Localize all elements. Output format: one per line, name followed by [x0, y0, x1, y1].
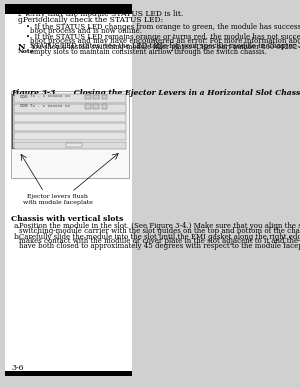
FancyBboxPatch shape: [85, 95, 91, 99]
Text: Periodically check the STATUS LED:: Periodically check the STATUS LED:: [23, 16, 164, 24]
Text: STATUS LED states, see the LED table for your specific module in Chapter 2.: STATUS LED states, see the LED table for…: [30, 42, 300, 50]
Text: makes contact with the module or cover plate in the slot adjacent to it and the : makes contact with the module or cover p…: [19, 237, 300, 246]
Text: Verify that the module STATUS LED is lit.: Verify that the module STATUS LED is lit…: [23, 10, 184, 18]
Text: Figure 3-3       Closing the Ejector Levers in a Horizontal Slot Chassis: Figure 3-3 Closing the Ejector Levers in…: [11, 89, 300, 97]
Text: have both closed to approximately 45 degrees with respect to the module faceplat: have both closed to approximately 45 deg…: [19, 242, 300, 250]
Text: g.: g.: [18, 16, 25, 24]
FancyBboxPatch shape: [5, 4, 132, 14]
FancyBboxPatch shape: [14, 142, 127, 149]
Text: •  If the STATUS LED remains orange or turns red, the module has not successfull: • If the STATUS LED remains orange or tu…: [26, 33, 300, 41]
Text: Chassis with vertical slots: Chassis with vertical slots: [11, 215, 123, 223]
FancyBboxPatch shape: [14, 104, 127, 113]
FancyBboxPatch shape: [102, 104, 107, 109]
Text: f.: f.: [18, 10, 23, 18]
FancyBboxPatch shape: [102, 95, 107, 99]
FancyBboxPatch shape: [14, 94, 127, 103]
Text: ooo: ooo: [19, 104, 28, 108]
FancyBboxPatch shape: [94, 95, 99, 99]
Text: boot process and may have encountered an error. For more information about the o: boot process and may have encountered an…: [30, 37, 300, 45]
Text: empty slots to maintain consistent airflow through the switch chassis.: empty slots to maintain consistent airfl…: [30, 48, 267, 56]
Text: 7x - x xxxxxx xx: 7x - x xxxxxx xx: [30, 94, 70, 98]
Text: 3-6: 3-6: [11, 364, 23, 372]
Text: Ejector levers flush
with module faceplate: Ejector levers flush with module facepla…: [23, 194, 93, 205]
Text: ooo: ooo: [19, 94, 28, 99]
Text: switching-module carrier with the slot guides on the top and bottom of the chass: switching-module carrier with the slot g…: [19, 227, 300, 235]
Text: N: N: [18, 43, 26, 51]
FancyBboxPatch shape: [66, 143, 82, 147]
Text: Note: Note: [18, 49, 35, 54]
Text: 7x - x xxxxxx xx: 7x - x xxxxxx xx: [30, 104, 70, 108]
FancyBboxPatch shape: [85, 104, 91, 109]
FancyBboxPatch shape: [5, 4, 132, 376]
Text: Carefully slide the module into the slot until the EMI gasket along the right ed: Carefully slide the module into the slot…: [19, 233, 300, 241]
Text: boot process and is now online.: boot process and is now online.: [30, 27, 142, 35]
FancyBboxPatch shape: [14, 114, 127, 122]
Text: b.: b.: [14, 233, 21, 241]
Text: a.: a.: [14, 222, 21, 230]
FancyBboxPatch shape: [14, 132, 127, 140]
Text: •  If the STATUS LED changes from orange to green, the module has successfully c: • If the STATUS LED changes from orange …: [26, 23, 300, 31]
FancyBboxPatch shape: [11, 91, 129, 178]
Text: You should install switching-module filler plates (Cisco part number 800-00292-0: You should install switching-module fill…: [30, 43, 300, 51]
FancyBboxPatch shape: [94, 104, 99, 109]
FancyBboxPatch shape: [14, 123, 127, 131]
FancyBboxPatch shape: [5, 371, 132, 376]
Text: Position the module in the slot. (See Figure 3-4.) Make sure that you align the : Position the module in the slot. (See Fi…: [19, 222, 300, 230]
